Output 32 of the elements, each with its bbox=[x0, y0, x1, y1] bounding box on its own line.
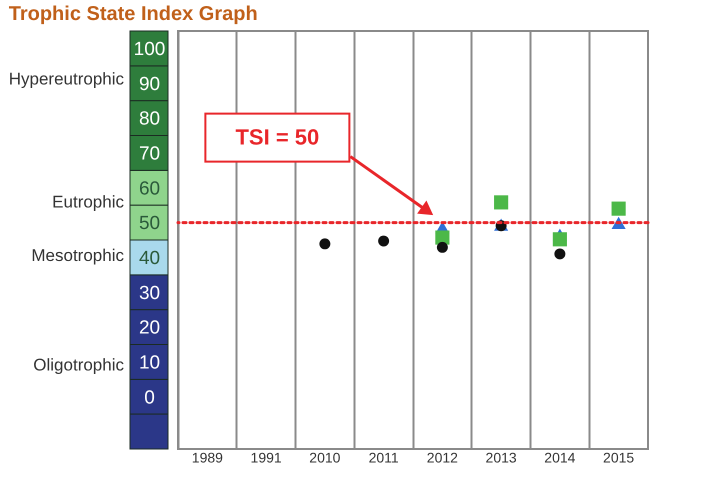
point bbox=[319, 238, 330, 250]
chart-title: Trophic State Index Graph bbox=[8, 3, 258, 25]
y-tick-label: 90 bbox=[138, 74, 160, 95]
text: Mesotrophic bbox=[31, 246, 124, 265]
x-tick-label: 2014 bbox=[544, 450, 576, 466]
point bbox=[436, 242, 448, 253]
text: Hypereutrophic bbox=[8, 69, 124, 88]
x-tick-label: 2015 bbox=[603, 450, 634, 466]
text: Oligotrophic bbox=[33, 355, 124, 374]
y-tick-label: 60 bbox=[138, 178, 160, 200]
y-tick-label: 10 bbox=[138, 352, 160, 374]
y-tick-label: 30 bbox=[138, 282, 160, 304]
x-tick-label: 1991 bbox=[250, 450, 282, 466]
ref-line-label: TSI = 50 bbox=[235, 124, 320, 150]
y-tick-label: 80 bbox=[138, 108, 160, 130]
x-tick-label: 2012 bbox=[426, 450, 458, 466]
x-tick-label: 2010 bbox=[309, 450, 341, 466]
y-tick-label: 20 bbox=[138, 318, 160, 339]
y-tick-label: 70 bbox=[138, 143, 160, 164]
y-tick-label: 40 bbox=[138, 248, 160, 269]
text: Eutrophic bbox=[52, 192, 124, 212]
y-tick-label: 100 bbox=[134, 38, 166, 60]
point bbox=[612, 202, 626, 216]
point bbox=[378, 236, 390, 247]
y-tick-label: 0 bbox=[144, 387, 155, 408]
point bbox=[494, 195, 508, 210]
y-tick-label: 50 bbox=[138, 213, 160, 234]
x-tick-label: 2011 bbox=[368, 450, 399, 466]
point bbox=[552, 232, 567, 246]
x-tick-label: 1989 bbox=[192, 450, 224, 466]
x-tick-label: 2013 bbox=[486, 450, 517, 466]
point bbox=[554, 248, 566, 260]
